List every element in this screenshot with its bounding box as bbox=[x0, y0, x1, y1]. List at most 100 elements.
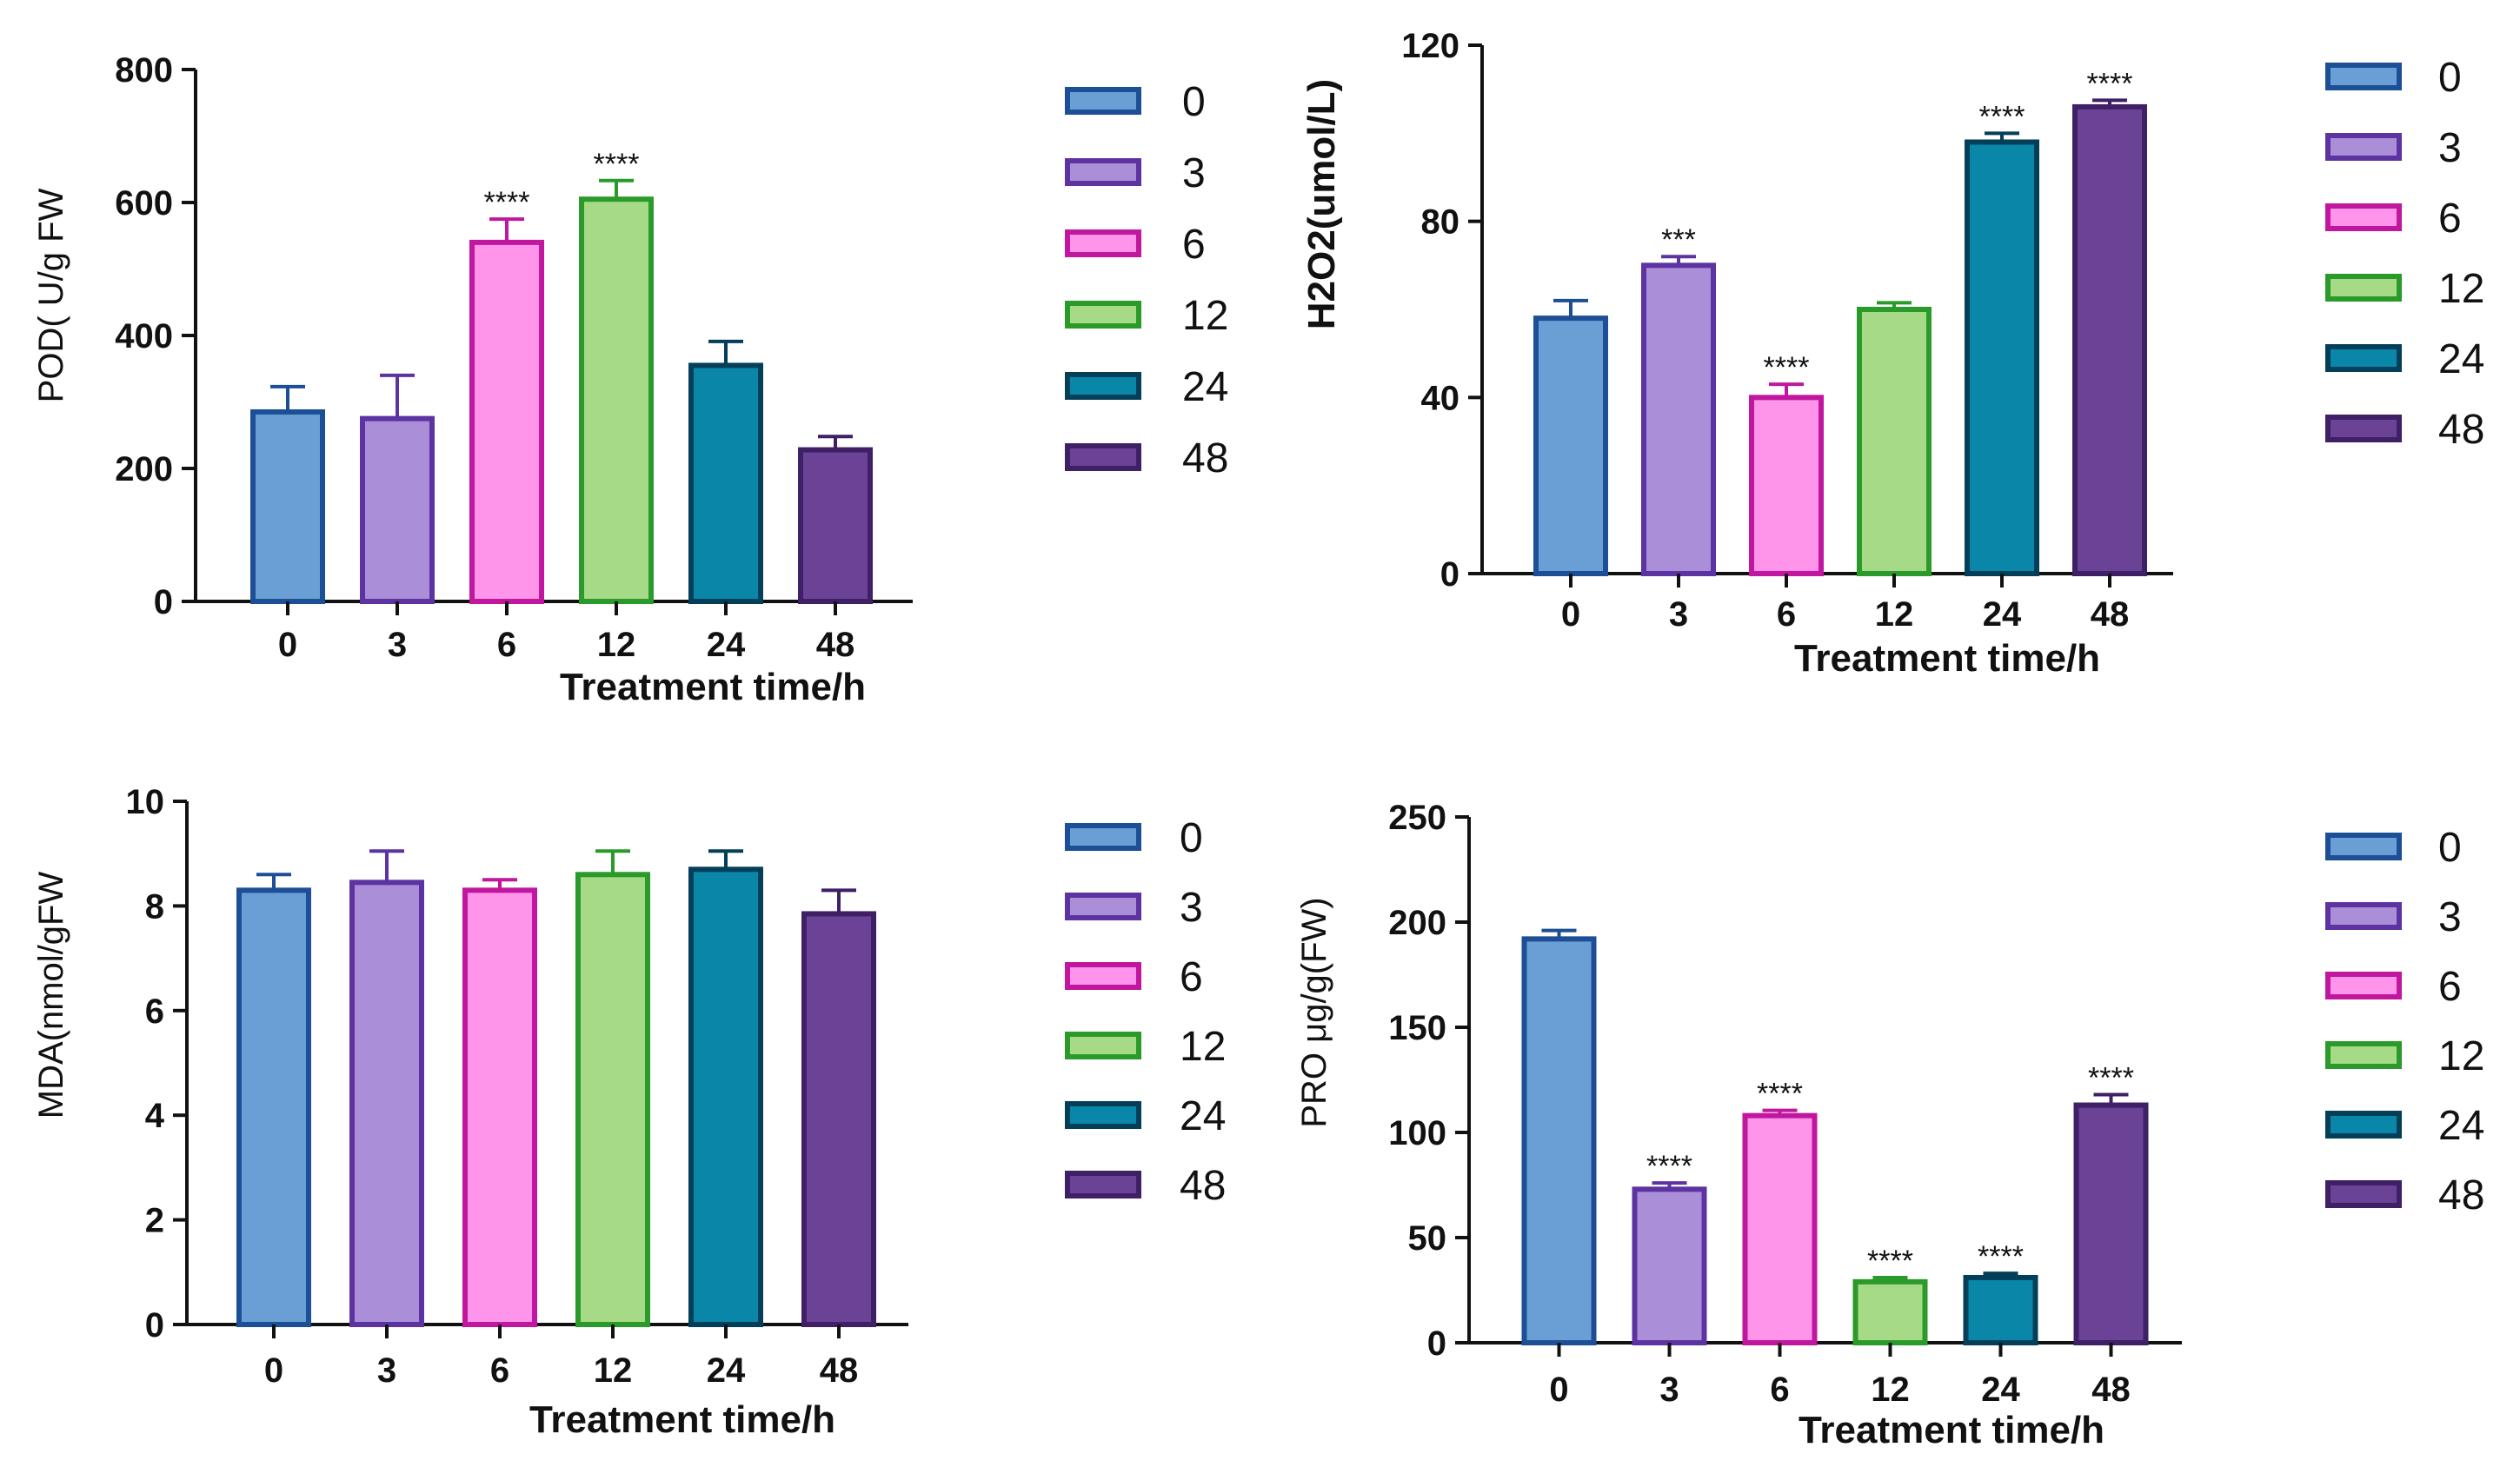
legend-label: 24 bbox=[2438, 336, 2484, 382]
bar bbox=[1963, 1274, 2038, 1345]
x-tick-label: 0 bbox=[1561, 595, 1580, 634]
legend-label: 3 bbox=[2438, 894, 2462, 940]
bar bbox=[575, 872, 650, 1327]
significance-label: **** bbox=[1764, 351, 1810, 384]
legend-label: 24 bbox=[1180, 1093, 1226, 1139]
bar bbox=[1521, 936, 1597, 1345]
legend-label: 24 bbox=[2438, 1103, 2484, 1149]
y-tick-label: 2 bbox=[145, 1202, 164, 1240]
x-tick-label: 48 bbox=[816, 626, 855, 664]
legend-swatch bbox=[2325, 1041, 2402, 1069]
legend-swatch bbox=[1065, 1032, 1141, 1059]
y-tick-label: 150 bbox=[1388, 1009, 1446, 1047]
bar bbox=[236, 887, 311, 1327]
x-tick-label: 48 bbox=[820, 1351, 859, 1390]
bar bbox=[1742, 1112, 1818, 1345]
legend-label: 12 bbox=[2438, 1033, 2484, 1079]
x-axis-title: Treatment time/h bbox=[1799, 1409, 2104, 1451]
x-tick-label: 0 bbox=[1549, 1371, 1568, 1409]
x-axis-title: Treatment time/h bbox=[529, 1398, 835, 1441]
significance-label: *** bbox=[1661, 223, 1696, 256]
bar bbox=[801, 911, 876, 1328]
legend-swatch bbox=[2325, 274, 2402, 302]
x-tick-label: 24 bbox=[707, 1351, 746, 1390]
y-tick-label: 100 bbox=[1388, 1114, 1446, 1152]
legend-label: 6 bbox=[2438, 196, 2462, 242]
legend-swatch bbox=[1065, 372, 1141, 400]
legend: 0 3 6 12 24 48 bbox=[2325, 825, 2484, 1218]
x-tick-label: 6 bbox=[1770, 1371, 1789, 1409]
legend-label: 12 bbox=[1180, 1024, 1226, 1070]
legend: 0 3 6 12 24 48 bbox=[2325, 55, 2484, 453]
legend-label: 6 bbox=[2438, 964, 2462, 1010]
x-tick-label: 12 bbox=[597, 626, 636, 664]
bar bbox=[688, 362, 763, 604]
y-tick-label: 120 bbox=[1401, 27, 1459, 65]
y-axis-title: MDA(nmol/gFW bbox=[32, 872, 70, 1119]
y-axis-title: H2O2(umol/L) bbox=[1300, 79, 1343, 329]
legend-label: 6 bbox=[1180, 954, 1203, 1000]
bar bbox=[2072, 103, 2147, 576]
legend-label: 12 bbox=[2438, 266, 2484, 312]
bar bbox=[2073, 1102, 2149, 1346]
significance-label: **** bbox=[2088, 1061, 2134, 1094]
significance-label: **** bbox=[1867, 1245, 1913, 1278]
legend-label: 48 bbox=[1182, 435, 1228, 481]
y-tick-label: 6 bbox=[145, 993, 164, 1031]
x-tick-label: 3 bbox=[1669, 595, 1688, 634]
legend-swatch bbox=[2325, 133, 2402, 161]
y-tick-label: 250 bbox=[1388, 799, 1446, 837]
x-tick-label: 0 bbox=[264, 1351, 283, 1390]
y-tick-label: 80 bbox=[1421, 203, 1460, 242]
significance-label: **** bbox=[594, 148, 640, 181]
y-tick-label: 4 bbox=[145, 1097, 165, 1135]
bar bbox=[798, 447, 873, 605]
legend-label: 3 bbox=[1182, 150, 1206, 196]
legend: 0 3 6 12 24 48 bbox=[1065, 815, 1226, 1209]
x-tick-label: 12 bbox=[1875, 595, 1914, 634]
legend-label: 0 bbox=[2438, 825, 2462, 871]
x-tick-label: 6 bbox=[490, 1351, 509, 1390]
significance-label: **** bbox=[1979, 100, 2025, 133]
chart-pro: 0 50 100 150 200 250 0 **** 3 **** 6 **** 12 **** 24 **… bbox=[1295, 799, 2484, 1451]
y-axis-title: PRO μg/g(FW) bbox=[1295, 897, 1333, 1127]
significance-label: **** bbox=[1646, 1150, 1692, 1183]
legend-label: 12 bbox=[1182, 293, 1228, 339]
y-tick-label: 600 bbox=[115, 184, 173, 222]
x-tick-label: 3 bbox=[388, 626, 407, 664]
bar bbox=[1533, 315, 1608, 576]
bar bbox=[1965, 139, 2039, 576]
legend-label: 48 bbox=[1180, 1163, 1226, 1209]
x-axis-title: Treatment time/h bbox=[1794, 637, 2100, 680]
legend-label: 24 bbox=[1182, 364, 1228, 410]
x-tick-label: 3 bbox=[377, 1351, 396, 1390]
y-tick-label: 40 bbox=[1421, 379, 1460, 417]
legend-swatch bbox=[1065, 1171, 1141, 1198]
legend-swatch bbox=[2325, 972, 2402, 999]
legend-swatch bbox=[1065, 443, 1141, 471]
x-tick-label: 3 bbox=[1659, 1371, 1679, 1409]
legend-label: 0 bbox=[1180, 815, 1203, 861]
legend-label: 48 bbox=[2438, 407, 2484, 453]
legend-label: 3 bbox=[1180, 885, 1203, 931]
legend-label: 0 bbox=[2438, 55, 2462, 101]
x-tick-label: 24 bbox=[1983, 595, 2022, 634]
y-tick-label: 0 bbox=[154, 583, 173, 621]
x-tick-label: 0 bbox=[278, 626, 297, 664]
x-tick-label: 24 bbox=[707, 626, 746, 664]
y-tick-label: 200 bbox=[115, 450, 173, 488]
legend-swatch bbox=[1065, 823, 1141, 851]
bar bbox=[349, 880, 424, 1327]
legend-swatch bbox=[2325, 1180, 2402, 1208]
legend-swatch bbox=[1065, 301, 1141, 329]
bar bbox=[1852, 1278, 1928, 1345]
legend: 0 3 6 12 24 48 bbox=[1065, 79, 1228, 481]
bar bbox=[360, 415, 435, 604]
legend-label: 6 bbox=[1182, 222, 1206, 268]
legend-label: 48 bbox=[2438, 1172, 2484, 1218]
significance-label: **** bbox=[1978, 1240, 2024, 1273]
